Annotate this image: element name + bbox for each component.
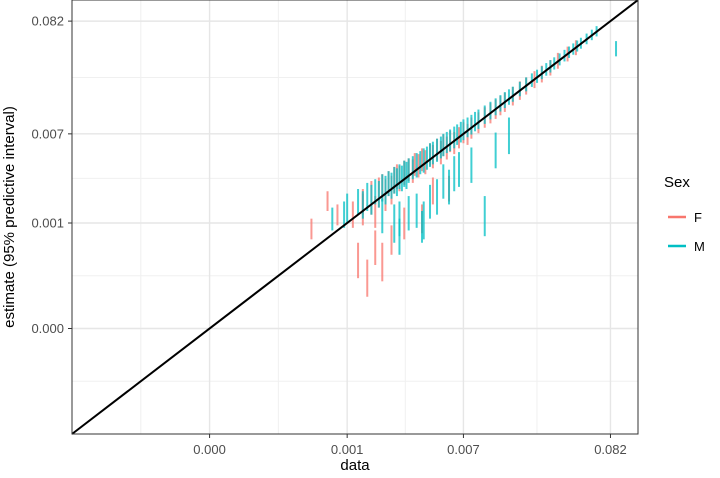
x-tick-label: 0.007 <box>447 442 480 457</box>
legend-label-f: F <box>694 210 702 225</box>
y-tick-label: 0.007 <box>31 126 64 141</box>
legend-item-f: F <box>668 210 702 225</box>
x-axis-title: data <box>340 457 370 474</box>
legend-label-m: M <box>694 239 705 254</box>
y-axis-title: estimate (95% predictive interval) <box>1 106 18 328</box>
series-m <box>331 26 618 255</box>
x-tick-label: 0.082 <box>594 442 627 457</box>
y-tick-label: 0.082 <box>31 14 64 29</box>
panel-border <box>71 0 639 435</box>
y-tick-label: 0.000 <box>31 321 64 336</box>
legend: Sex F M <box>664 174 705 254</box>
x-tick-label: 0.000 <box>193 442 226 457</box>
y-tick-label: 0.001 <box>31 216 64 231</box>
x-tick-label: 0.001 <box>331 442 364 457</box>
legend-title: Sex <box>664 174 690 191</box>
legend-item-m: M <box>668 239 705 254</box>
identity-line <box>71 0 639 435</box>
data-marks <box>310 26 618 297</box>
y-axis-ticks: 0.000 0.001 0.007 0.082 <box>31 14 72 336</box>
x-axis-ticks: 0.000 0.001 0.007 0.082 <box>193 434 627 457</box>
